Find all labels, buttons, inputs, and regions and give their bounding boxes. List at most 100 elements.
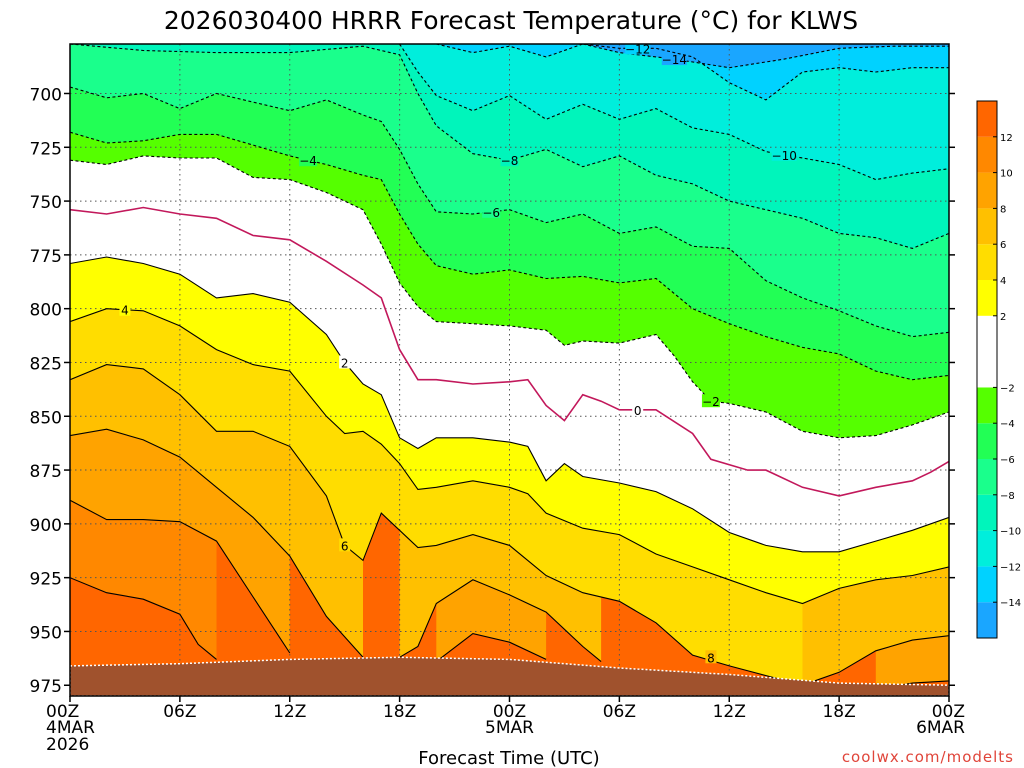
isotherm-line-8	[70, 256, 949, 553]
isotherm-label-bg-0	[661, 52, 687, 66]
x-tick-label-8: 00Z	[932, 702, 965, 722]
x-tick-date-0: 4MAR	[46, 718, 95, 738]
isotherm-label-6: −2	[702, 395, 720, 409]
x-tick-year-0: 2026	[46, 735, 89, 755]
isotherm-label-bg-8	[339, 355, 351, 369]
y-tick-label-10: 950	[30, 623, 62, 643]
colorbar-tick-label-6: −2	[1000, 383, 1015, 394]
isotherm-label-bg-6	[701, 394, 720, 408]
colorbar-tick-label-8: −6	[1000, 455, 1015, 466]
isotherm-label-1: −12	[625, 42, 650, 56]
y-tick-label-1: 725	[30, 139, 62, 159]
ground-terrain	[70, 656, 949, 696]
fill-band-17	[582, 44, 949, 68]
isotherm-label-bg-10	[339, 538, 351, 552]
colorbar-frame	[976, 100, 998, 639]
colorbar-tick-label-0: 12	[1000, 133, 1013, 144]
isotherm-line-17	[70, 577, 217, 660]
isotherm-label-2: −10	[772, 149, 797, 163]
isotherm-label-bg-3	[500, 153, 519, 167]
isotherm-label-0: −14	[662, 53, 687, 67]
y-tick-label-8: 900	[30, 516, 62, 536]
x-tick-label-4: 00Z	[493, 702, 526, 722]
colorbar-band-0	[977, 602, 997, 638]
isotherm-label-bg-1	[625, 44, 651, 55]
y-tick-label-7: 875	[30, 462, 62, 482]
fill-band-16	[436, 44, 949, 100]
colorbar-band-2	[977, 530, 997, 567]
x-tick-label-1: 06Z	[163, 702, 196, 722]
isotherm-line-3	[70, 44, 949, 249]
colorbar-tick-label-11: −12	[1000, 562, 1021, 573]
isotherm-label-10: 6	[341, 539, 349, 553]
isotherm-label-4: −6	[482, 206, 500, 220]
isotherm-line-2	[399, 44, 949, 181]
isotherm-label-bg-2	[771, 147, 797, 161]
colorbar: 12 10 8 6 4 2 −2 −4 −6 −8 −10 −12 −14	[976, 100, 1021, 639]
colorbar-band-5	[977, 423, 997, 459]
isotherm-label-11: 8	[707, 651, 715, 665]
isotherm-label-bg-7	[632, 402, 644, 416]
colorbar-tick-label-4: 4	[1000, 276, 1006, 287]
credit-text: coolwx.com/modelts	[842, 748, 1014, 766]
chart-title: 2026030400 HRRR Forecast Temperature (°C…	[164, 6, 858, 35]
x-tick-date-8: 6MAR	[916, 718, 965, 738]
colorbar-tick-label-1: 10	[1000, 169, 1013, 180]
isotherm-line-11	[70, 428, 364, 658]
y-tick-label-11: 975	[30, 677, 62, 697]
isotherm-label-8: 2	[341, 356, 349, 370]
isotherm-label-bg-11	[705, 650, 717, 664]
isotherm-label-bg-5	[299, 153, 318, 167]
fill-band-15	[399, 44, 949, 180]
colorbar-band-13	[977, 101, 997, 137]
x-tick-label-3: 18Z	[383, 702, 416, 722]
colorbar-band-6	[977, 387, 997, 424]
y-tick-label-6: 850	[30, 408, 62, 428]
colorbar-band-1	[977, 566, 997, 603]
colorbar-band-4	[977, 459, 997, 495]
isotherm-label-bg-4	[482, 204, 501, 218]
isotherm-line-9	[70, 308, 949, 605]
x-tick-label-0: 00Z	[46, 702, 79, 722]
colorbar-band-8	[977, 280, 997, 316]
isotherm-label-9: 4	[121, 304, 129, 318]
x-tick-label-7: 18Z	[822, 702, 855, 722]
colorbar-band-11	[977, 172, 997, 209]
colorbar-tick-label-10: −10	[1000, 527, 1021, 538]
x-tick-label-2: 12Z	[273, 702, 306, 722]
isotherm-line-5	[70, 131, 949, 381]
colorbar-tick-label-12: −14	[1000, 598, 1021, 609]
y-tick-label-5: 825	[30, 354, 62, 374]
isotherm-label-bg-9	[119, 302, 131, 316]
y-tick-label-3: 775	[30, 247, 62, 267]
y-tick-label-9: 925	[30, 570, 62, 590]
colorbar-band-9	[977, 244, 997, 280]
isotherm-line-4	[70, 86, 949, 338]
y-tick-label-4: 800	[30, 301, 62, 321]
colorbar-tick-label-3: 6	[1000, 240, 1006, 251]
isotherm-line-14	[70, 499, 291, 654]
x-tick-label-6: 12Z	[713, 702, 746, 722]
isotherm-label-7: 0	[634, 404, 642, 418]
colorbar-tick-label-7: −4	[1000, 419, 1015, 430]
x-tick-label-5: 06Z	[603, 702, 636, 722]
colorbar-band-10	[977, 208, 997, 245]
colorbar-band-3	[977, 494, 997, 531]
isotherm-line-13	[802, 635, 949, 686]
colorbar-band-7	[977, 315, 997, 388]
x-axis-label: Forecast Time (UTC)	[418, 748, 599, 768]
isotherm-line-12	[399, 579, 602, 663]
colorbar-band-12	[977, 136, 997, 173]
y-tick-label-0: 700	[30, 85, 62, 105]
y-axis: 700 725 750 775 800 825 850 875 900 925 950 975	[30, 85, 955, 697]
isotherm-line-10	[70, 364, 803, 686]
isotherm-line-7	[70, 206, 949, 497]
colorbar-tick-label-2: 8	[1000, 204, 1006, 215]
isotherm-label-5: −4	[299, 154, 317, 168]
x-tick-date-4: 5MAR	[485, 718, 534, 738]
isotherm-line-6	[70, 155, 949, 439]
plot-area: −14 −12 −10 −8 −6 −4 −2 0 2 4 6 8	[70, 42, 949, 696]
isotherm-label-3: −8	[501, 154, 519, 168]
